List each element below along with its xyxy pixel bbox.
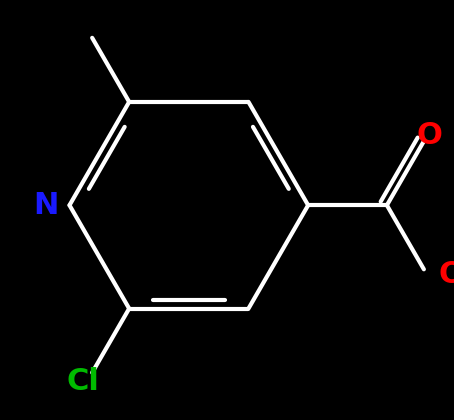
Text: N: N <box>34 191 59 220</box>
Text: OH: OH <box>438 260 454 289</box>
Text: Cl: Cl <box>66 367 99 396</box>
Text: O: O <box>417 121 443 150</box>
